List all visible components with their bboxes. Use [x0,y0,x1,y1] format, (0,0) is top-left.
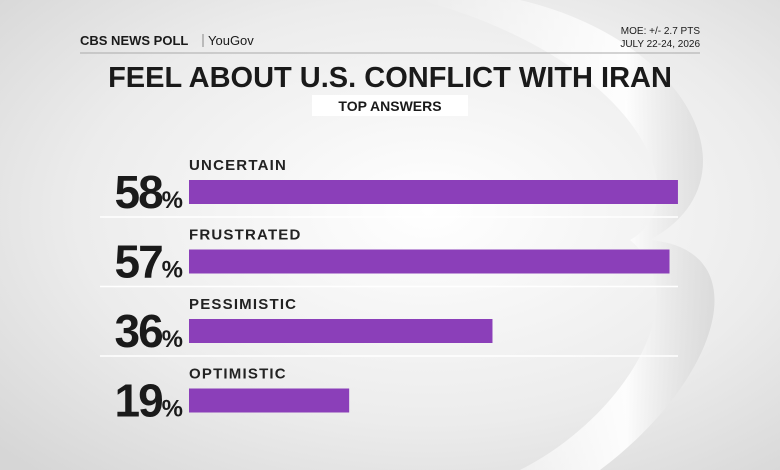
value-label: 57% [114,236,183,288]
value-label: 58% [114,166,183,218]
subtitle-box [312,95,468,116]
moe: MOE: +/- 2.7 PTS [621,26,701,37]
category-label: OPTIMISTIC [189,366,287,383]
value-label: 36% [114,305,183,357]
bar [189,249,670,274]
brand-name: CBS NEWS POLL [80,33,188,48]
dates: JULY 22-24, 2026 [620,39,700,50]
value-label: 19% [114,375,183,427]
bar [189,388,350,413]
category-label: UNCERTAIN [189,157,287,174]
bar [189,180,678,204]
brand-partner: YouGov [208,33,254,48]
category-label: PESSIMISTIC [189,296,297,313]
bar [189,319,493,343]
chart-subtitle: TOP ANSWERS [338,98,441,114]
chart-title: FEEL ABOUT U.S. CONFLICT WITH IRAN [108,62,672,94]
category-label: FRUSTRATED [189,227,302,244]
background-swoosh [420,0,715,470]
